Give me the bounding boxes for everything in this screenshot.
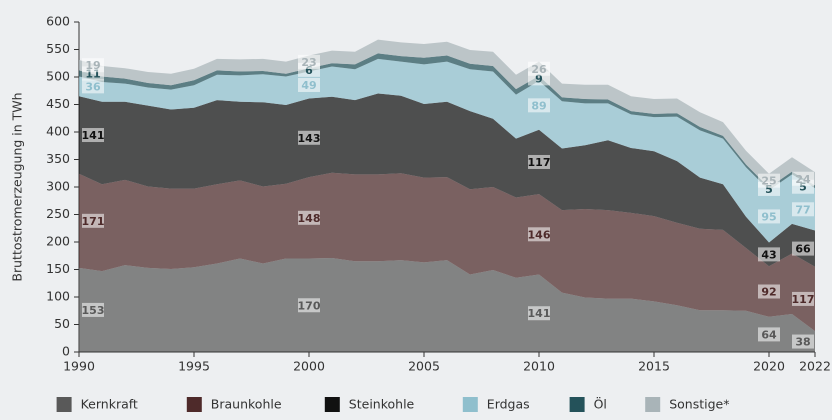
value-label: 143 bbox=[298, 132, 321, 145]
value-label: 23 bbox=[301, 56, 316, 69]
value-label: 95 bbox=[761, 210, 776, 223]
y-tick-label: 200 bbox=[46, 234, 70, 249]
value-label-bg bbox=[528, 227, 550, 242]
x-tick-label: 2015 bbox=[638, 359, 670, 374]
x-tick-label: 2022 bbox=[799, 359, 831, 374]
value-label: 9 bbox=[535, 72, 543, 85]
value-label: 146 bbox=[528, 228, 551, 241]
legend-label: Braunkohle bbox=[211, 397, 282, 412]
value-label-bg bbox=[82, 79, 104, 94]
value-label: 66 bbox=[795, 243, 811, 256]
value-label-bg bbox=[528, 154, 550, 169]
legend-label: Kernkraft bbox=[81, 397, 138, 412]
y-tick-label: 350 bbox=[46, 151, 70, 166]
x-tick-label: 2000 bbox=[293, 359, 325, 374]
value-label: 92 bbox=[761, 286, 776, 299]
area bbox=[79, 257, 815, 352]
x-tick-label: 1995 bbox=[178, 359, 210, 374]
y-tick-label: 100 bbox=[46, 289, 70, 304]
value-label: 5 bbox=[765, 183, 773, 196]
value-label-bg bbox=[298, 77, 320, 92]
x-tick-label: 2005 bbox=[408, 359, 440, 374]
y-tick-label: 400 bbox=[46, 124, 70, 139]
x-tick-label: 1990 bbox=[63, 359, 95, 374]
value-label-bg bbox=[82, 213, 104, 228]
value-label-bg bbox=[298, 210, 320, 225]
x-tick-label: 2010 bbox=[523, 359, 555, 374]
value-label: 117 bbox=[792, 293, 815, 306]
legend-swatch bbox=[462, 397, 478, 412]
value-label: 141 bbox=[528, 307, 551, 320]
value-label: 171 bbox=[82, 215, 105, 228]
value-label-bg bbox=[758, 247, 780, 262]
legend-swatch bbox=[186, 397, 202, 412]
value-label: 24 bbox=[795, 173, 811, 186]
value-label-bg bbox=[758, 327, 780, 342]
value-label: 19 bbox=[85, 59, 100, 72]
value-label: 64 bbox=[761, 328, 777, 341]
value-label-bg bbox=[792, 241, 814, 256]
value-label: 36 bbox=[85, 80, 101, 93]
y-tick-label: 250 bbox=[46, 206, 70, 221]
y-tick-label: 0 bbox=[62, 344, 70, 359]
value-label-bg bbox=[298, 54, 320, 69]
value-label: 6 bbox=[305, 64, 313, 77]
legend-swatch bbox=[56, 397, 72, 412]
area bbox=[79, 58, 815, 243]
y-tick-label: 300 bbox=[46, 179, 70, 194]
value-label-bg bbox=[82, 58, 104, 73]
area bbox=[79, 172, 815, 332]
value-label: 49 bbox=[301, 79, 316, 92]
value-label-bg bbox=[792, 334, 814, 349]
y-tick-label: 50 bbox=[54, 316, 70, 331]
value-label-bg bbox=[82, 302, 104, 317]
value-label-bg bbox=[758, 284, 780, 299]
value-label: 26 bbox=[531, 63, 547, 76]
legend-label: Steinkohle bbox=[349, 397, 415, 412]
value-label-bg bbox=[792, 291, 814, 306]
value-label-bg bbox=[758, 209, 780, 224]
y-tick-label: 500 bbox=[46, 69, 70, 84]
value-label: 117 bbox=[528, 156, 551, 169]
value-label-bg bbox=[792, 171, 814, 186]
legend-swatch bbox=[324, 397, 340, 412]
value-label: 148 bbox=[298, 212, 321, 225]
value-label: 77 bbox=[795, 203, 810, 216]
y-tick-label: 450 bbox=[46, 96, 70, 111]
legend-label: Erdgas bbox=[487, 397, 530, 412]
y-tick-label: 550 bbox=[46, 41, 70, 56]
value-label: 141 bbox=[82, 129, 105, 142]
value-label: 89 bbox=[531, 99, 546, 112]
value-label-bg bbox=[528, 61, 550, 76]
value-label-bg bbox=[298, 130, 320, 145]
value-label: 38 bbox=[795, 336, 810, 349]
value-label-bg bbox=[758, 173, 780, 188]
value-label: 5 bbox=[799, 181, 807, 194]
value-label-bg bbox=[82, 128, 104, 143]
y-tick-label: 600 bbox=[46, 14, 70, 29]
value-label-bg bbox=[298, 298, 320, 313]
value-label-bg bbox=[528, 98, 550, 113]
area bbox=[79, 93, 815, 267]
legend-swatch bbox=[645, 397, 661, 412]
legend-label: Öl bbox=[594, 396, 607, 412]
y-axis-label: Bruttostromerzeugung in TWh bbox=[10, 92, 25, 281]
value-label: 43 bbox=[761, 248, 776, 261]
value-label: 25 bbox=[761, 175, 776, 188]
legend-swatch bbox=[569, 397, 585, 412]
legend-label: Sonstige* bbox=[669, 397, 729, 412]
value-label: 170 bbox=[298, 299, 321, 312]
y-tick-label: 150 bbox=[46, 261, 70, 276]
value-label: 153 bbox=[82, 304, 105, 317]
value-label-bg bbox=[792, 202, 814, 217]
x-tick-label: 2020 bbox=[753, 359, 785, 374]
value-label-bg bbox=[528, 306, 550, 321]
